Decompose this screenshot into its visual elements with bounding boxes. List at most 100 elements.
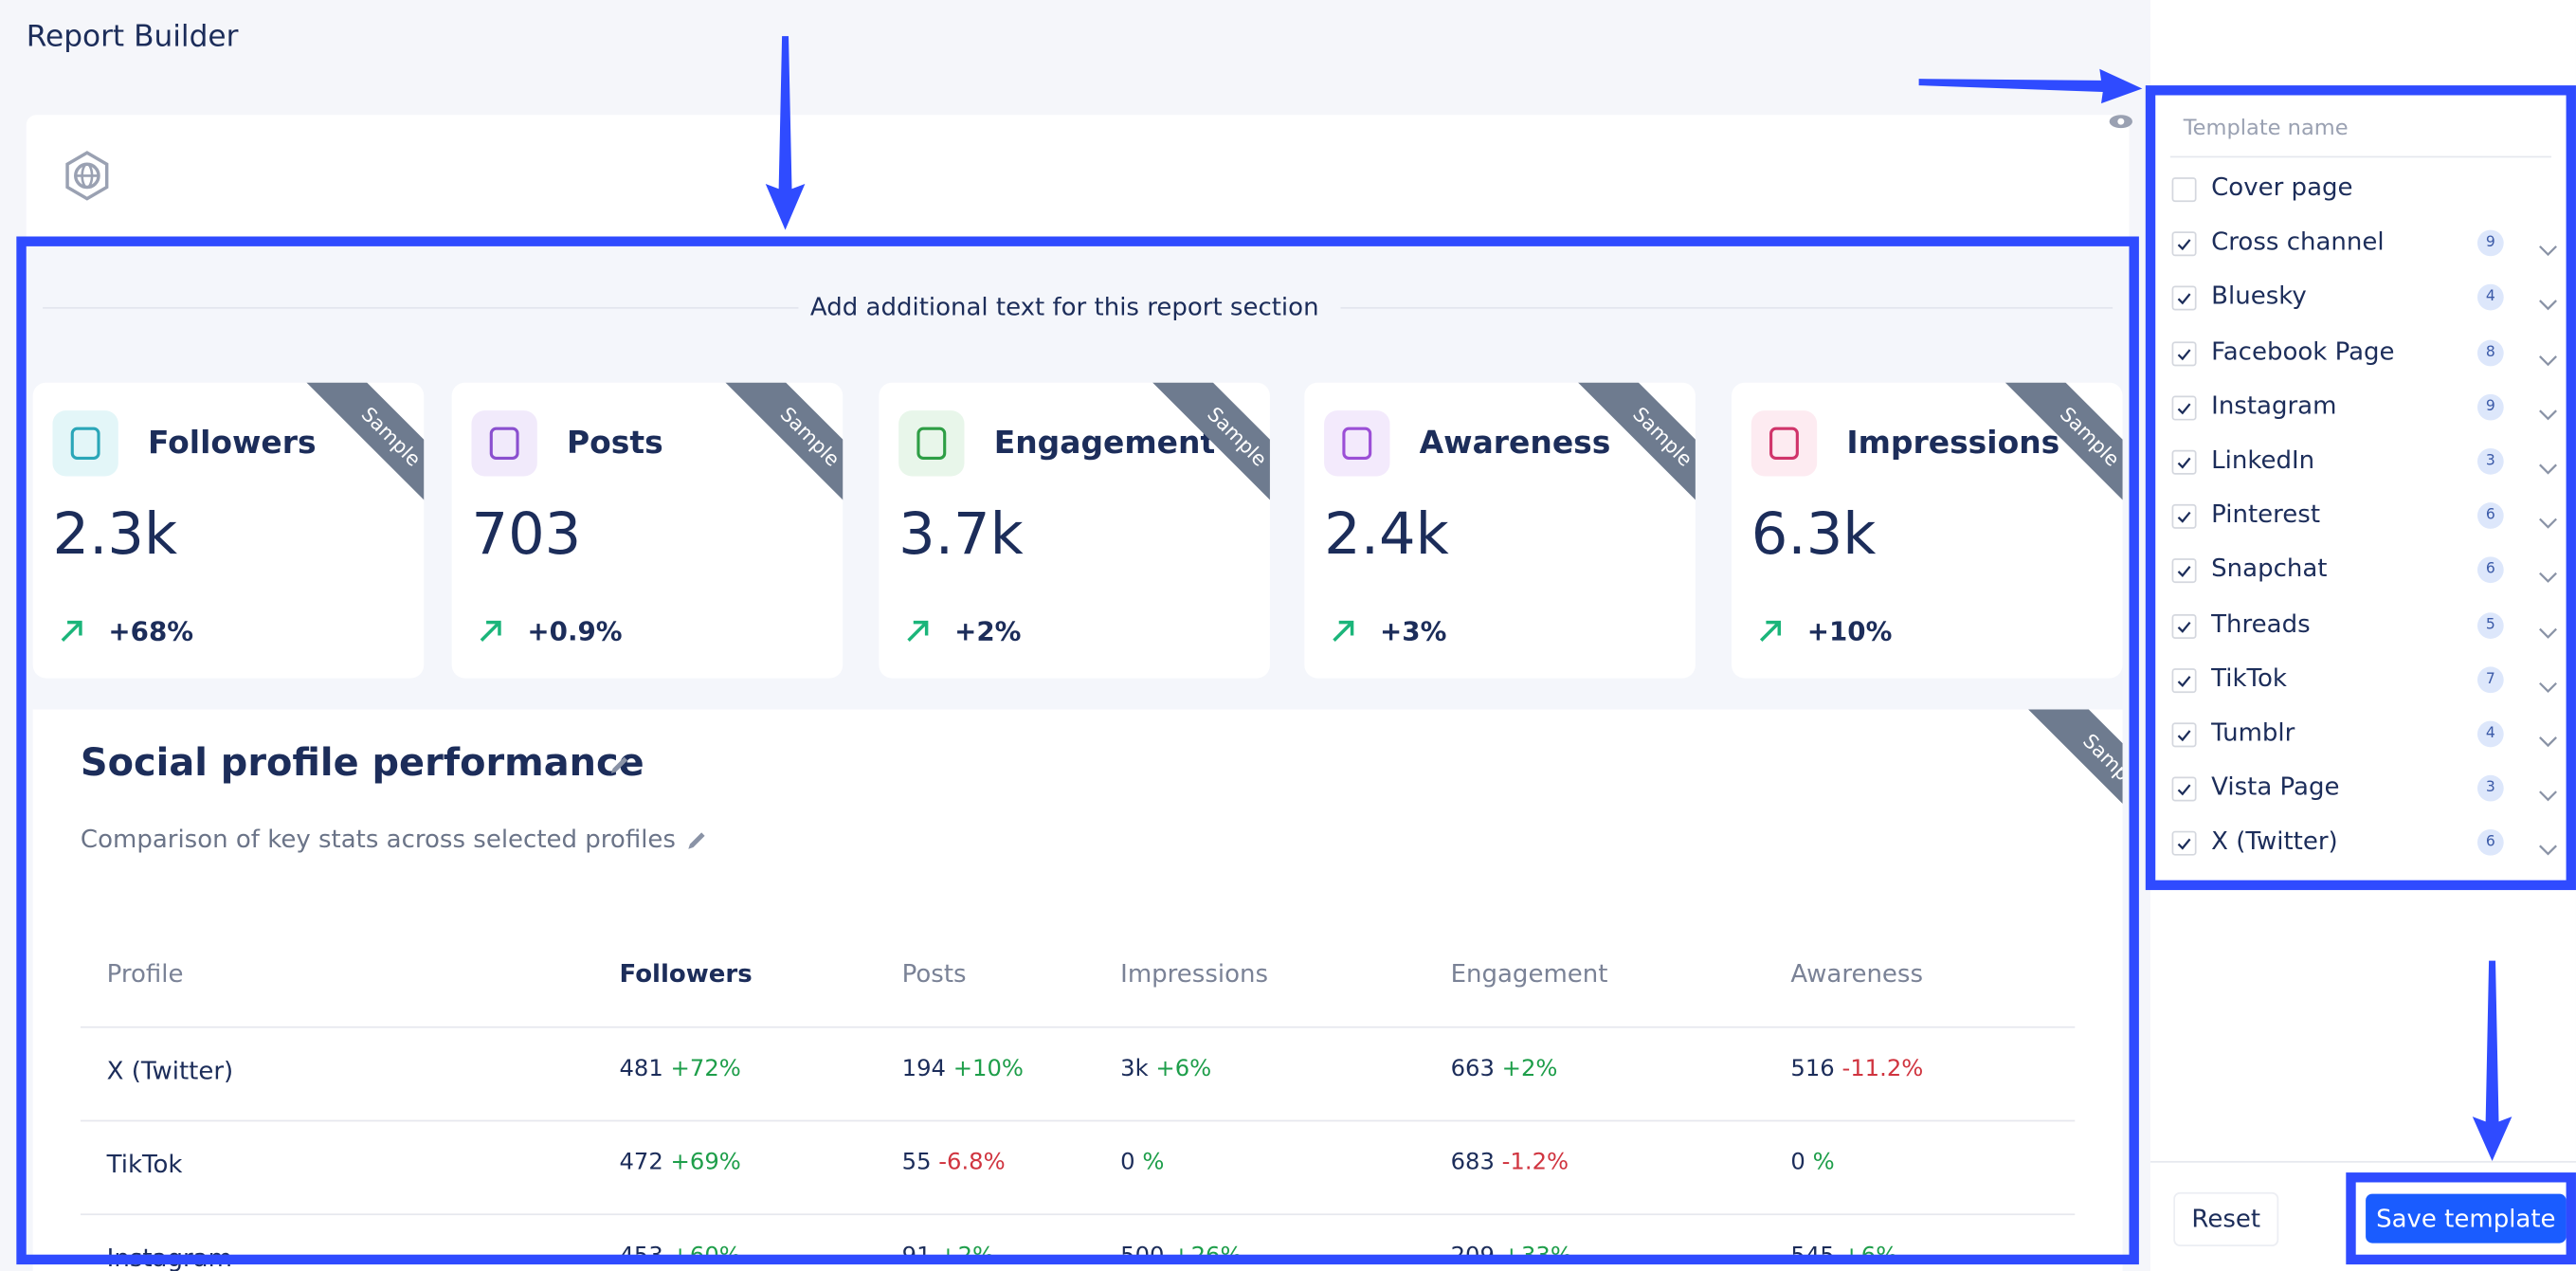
expand-chevron[interactable] [2538,726,2558,757]
stat-change: -11.2% [1841,1056,1924,1082]
count-badge: 4 [2476,284,2504,312]
row-divider [80,1026,2076,1028]
expand-chevron[interactable] [2538,399,2558,430]
checkbox[interactable] [2171,504,2197,530]
performance-subtitle: Comparison of key stats across selected … [80,824,676,854]
stat-value: 663 [1450,1056,1495,1082]
stat-cell: 0 % [1790,1150,1834,1176]
stat-cell: 481 +72% [619,1056,740,1082]
stat-cell: 663 +2% [1451,1056,1558,1082]
checkbox[interactable] [2171,667,2197,693]
stat-value: 194 [901,1056,946,1082]
divider [1340,306,2113,309]
stat-change: +72% [670,1056,741,1082]
stat-cell: 683 -1.2% [1451,1150,1569,1176]
checkbox[interactable] [2171,558,2197,584]
template-name-input[interactable]: Template name [2169,101,2551,158]
section-label: Cross channel [2211,227,2385,257]
column-header: Profile [106,958,184,990]
checkbox[interactable] [2171,395,2197,421]
metric-title: Awareness [1419,425,1611,462]
checkbox[interactable] [2171,776,2197,802]
expand-chevron[interactable] [2538,780,2558,811]
expand-chevron[interactable] [2538,235,2558,266]
checkbox[interactable] [2171,449,2197,475]
stat-change: -6.8% [938,1149,1006,1176]
section-label: Vista Page [2211,772,2340,802]
count-badge: 6 [2476,502,2504,530]
stat-change: +10% [952,1056,1024,1082]
count-badge: 3 [2476,775,2504,802]
metric-icon [898,410,965,477]
metric-title: Posts [567,425,663,462]
section-label: X (Twitter) [2211,826,2338,857]
trend-arrow [478,617,504,650]
row-divider [80,1119,2076,1122]
section-label: Snapchat [2211,554,2328,584]
metric-change: +2% [954,615,1022,647]
save-button[interactable]: Save template [2366,1193,2567,1244]
stat-cell: 472 +69% [619,1150,740,1176]
column-header: Posts [901,958,967,990]
checkbox[interactable] [2171,722,2197,748]
section-label: Bluesky [2211,281,2307,312]
trend-arrow [1758,617,1785,650]
checkbox[interactable] [2171,231,2197,257]
metric-card: Impressions 6.3k +10% Sample [1732,382,2123,679]
metric-icon [1751,410,1818,477]
edit-icon[interactable] [685,829,708,852]
section-label: Tumblr [2211,717,2295,748]
section-text[interactable]: Add additional text for this report sect… [809,292,1319,322]
section-label: Threads [2211,608,2311,639]
expand-chevron[interactable] [2538,835,2558,866]
checkbox[interactable] [2171,177,2197,203]
edit-icon[interactable] [608,754,630,776]
stat-cell: 55 -6.8% [902,1150,1006,1176]
checkbox[interactable] [2171,613,2197,639]
metric-change: +68% [108,615,194,647]
stat-value: 481 [619,1056,663,1082]
section-label: Pinterest [2211,499,2321,530]
expand-chevron[interactable] [2538,453,2558,484]
metric-icon [1324,410,1390,477]
count-badge: 8 [2476,338,2504,366]
checkbox[interactable] [2171,831,2197,857]
page-title: Report Builder [26,19,239,55]
reset-button[interactable]: Reset [2173,1191,2279,1247]
expand-chevron[interactable] [2538,508,2558,539]
row-divider [80,1213,2076,1216]
expand-chevron[interactable] [2538,671,2558,702]
metric-title: Followers [148,425,317,462]
divider [2150,1160,2576,1163]
stat-value: 516 [1790,1056,1835,1082]
eye-icon[interactable] [2108,112,2134,132]
stat-change: +69% [670,1149,741,1176]
stat-change: +2% [1501,1056,1558,1082]
checkbox[interactable] [2171,340,2197,366]
metric-icon [471,410,537,477]
profile-name: X (Twitter) [106,1056,234,1086]
sidebar [2150,0,2576,1271]
checkbox[interactable] [2171,286,2197,312]
stat-cell: 0 % [1120,1150,1164,1176]
stat-cell: 3k +6% [1120,1056,1211,1082]
metric-value: 2.4k [1324,502,1449,569]
column-header: Awareness [1790,958,1924,990]
metric-change: +0.9% [527,615,623,647]
stat-value: 472 [619,1149,663,1176]
stat-change: % [1142,1149,1165,1176]
expand-chevron[interactable] [2538,562,2558,593]
stat-change: -1.2% [1501,1149,1569,1176]
count-badge: 3 [2476,447,2504,475]
section-label: Instagram [2211,390,2337,421]
expand-chevron[interactable] [2538,290,2558,321]
expand-chevron[interactable] [2538,344,2558,375]
expand-chevron[interactable] [2538,617,2558,648]
column-header: Engagement [1450,958,1608,990]
stat-value: 0 [1790,1149,1805,1176]
stat-value: 683 [1450,1149,1495,1176]
section-label: LinkedIn [2211,445,2315,475]
sample-ribbon: Sample [725,382,844,522]
